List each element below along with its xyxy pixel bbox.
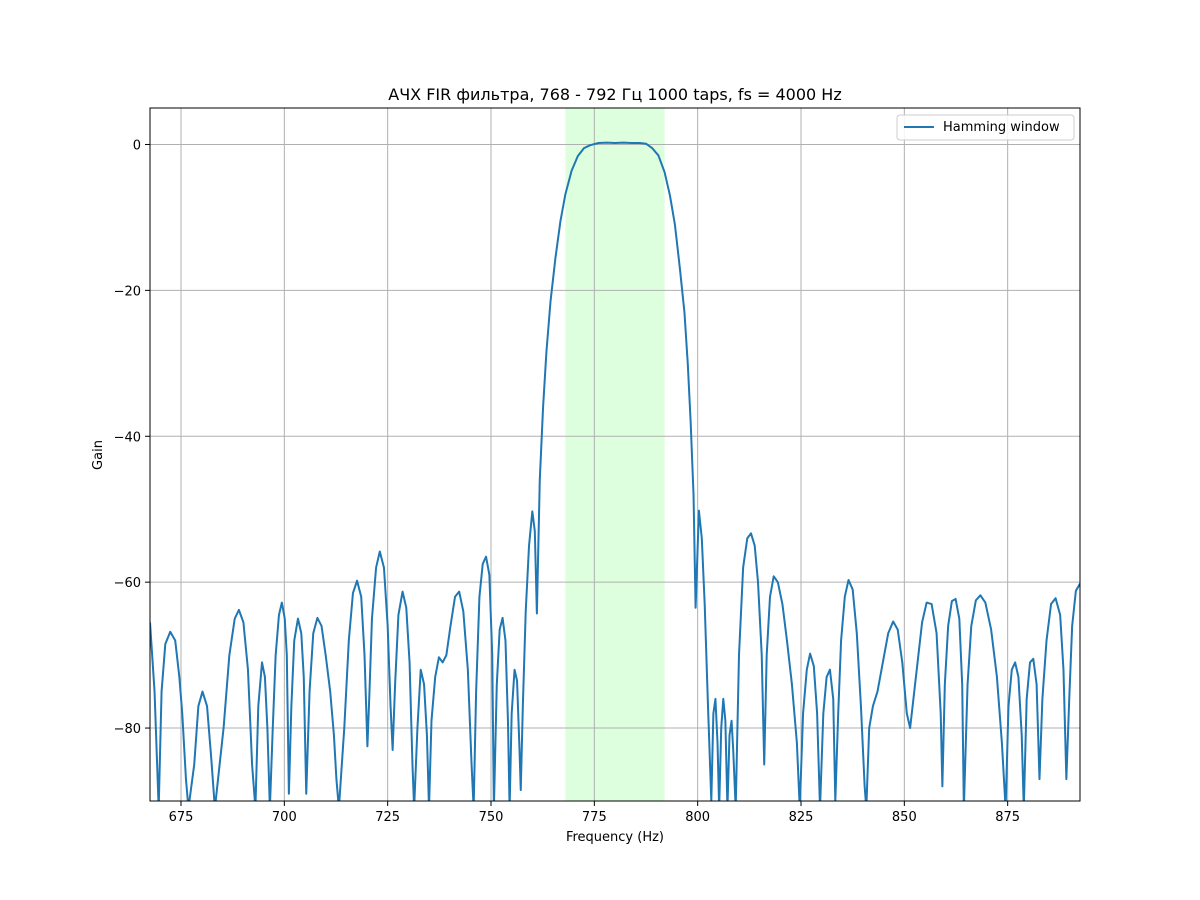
x-tick-label: 750 xyxy=(479,810,504,825)
y-tick-label: −80 xyxy=(114,722,141,737)
y-tick-label: −20 xyxy=(114,284,141,299)
plot-frame xyxy=(149,107,1081,802)
tick-layer: 675 700 725 750 775 800 825 850 875 0 −20 −40 −60 −80 xyxy=(114,138,1021,825)
y-axis-label: Gain xyxy=(91,440,106,470)
x-tick-label: 725 xyxy=(375,810,400,825)
x-tick-label: 825 xyxy=(789,810,814,825)
series-line xyxy=(150,141,1080,801)
x-tick-label: 800 xyxy=(685,810,710,825)
y-tick-label: 0 xyxy=(133,138,141,153)
legend-box xyxy=(896,114,1075,141)
y-tick-label: −60 xyxy=(114,576,141,591)
legend: Hamming window xyxy=(896,114,1075,141)
x-tick-label: 875 xyxy=(995,810,1020,825)
x-tick-label: 700 xyxy=(272,810,297,825)
series-layer xyxy=(150,141,1080,801)
x-tick-label: 850 xyxy=(892,810,917,825)
chart-title: АЧХ FIR фильтра, 768 - 792 Гц 1000 taps,… xyxy=(388,85,841,104)
y-tick-label: −40 xyxy=(114,430,141,445)
legend-label: Hamming window xyxy=(943,120,1060,135)
passband-highlight-layer xyxy=(565,108,665,801)
x-tick-label: 675 xyxy=(169,810,194,825)
x-tick-label: 775 xyxy=(582,810,607,825)
passband-highlight xyxy=(565,108,665,801)
x-axis-label: Frequency (Hz) xyxy=(566,830,664,845)
